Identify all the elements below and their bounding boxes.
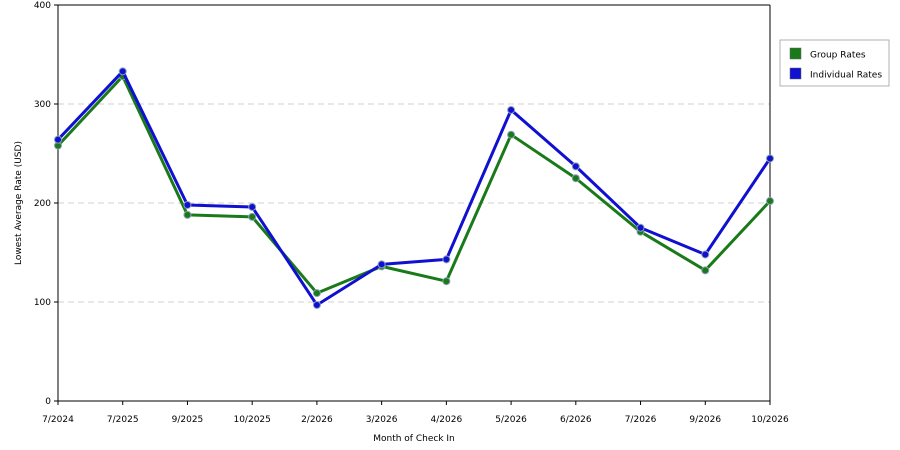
x-tick-label: 7/2024 — [42, 415, 74, 425]
data-point — [701, 266, 710, 275]
x-tick-label: 9/2026 — [689, 415, 721, 425]
gridlines — [58, 103, 770, 303]
x-tick-label: 5/2026 — [495, 415, 527, 425]
series-individual-rates — [54, 67, 774, 309]
data-point — [54, 135, 62, 144]
data-point — [377, 260, 386, 269]
series-line — [56, 74, 772, 295]
data-point — [442, 277, 451, 286]
legend-swatch — [789, 67, 802, 80]
y-tick-label: 400 — [34, 1, 51, 11]
y-tick-label: 200 — [34, 199, 51, 209]
data-point — [183, 210, 192, 219]
data-point — [571, 162, 580, 171]
y-axis-title: Lowest Average Rate (USD) — [14, 141, 24, 265]
x-tick-label: 6/2026 — [560, 415, 592, 425]
data-point — [312, 300, 321, 309]
x-tick-label: 2/2026 — [301, 415, 333, 425]
series-line — [56, 69, 772, 307]
legend: Group Rates Individual Rates — [779, 39, 890, 87]
x-tick-label: 10/2026 — [751, 415, 789, 425]
data-point — [183, 200, 192, 209]
data-point — [312, 289, 321, 298]
legend-label: Individual Rates — [810, 71, 882, 81]
series-layer — [54, 67, 774, 309]
x-axis-title: Month of Check In — [373, 434, 455, 444]
data-point — [571, 174, 580, 183]
x-tick-label: 10/2025 — [233, 415, 270, 425]
data-point — [118, 67, 127, 76]
x-axis: 7/2024 7/2025 9/2025 10/2025 2/2026 3/2026 4/2… — [42, 401, 789, 425]
y-tick-label: 300 — [34, 100, 51, 110]
data-point — [507, 105, 516, 114]
x-tick-label: 9/2025 — [172, 415, 204, 425]
x-tick-label: 7/2025 — [107, 415, 139, 425]
x-tick-label: 4/2026 — [431, 415, 463, 425]
data-point — [701, 250, 710, 259]
x-tick-label: 3/2026 — [366, 415, 398, 425]
data-point — [248, 202, 257, 211]
data-point — [636, 223, 645, 232]
data-point — [766, 154, 774, 163]
legend-swatch — [789, 47, 802, 60]
legend-label: Group Rates — [810, 51, 866, 61]
data-point — [248, 212, 257, 221]
x-tick-label: 7/2026 — [625, 415, 657, 425]
data-point — [442, 255, 451, 264]
y-tick-label: 100 — [34, 298, 51, 308]
series-group-rates — [54, 72, 774, 298]
y-tick-label: 0 — [45, 397, 51, 407]
data-point — [766, 197, 774, 206]
y-axis: 0 100 200 300 400 — [34, 1, 58, 407]
data-point — [507, 130, 516, 139]
